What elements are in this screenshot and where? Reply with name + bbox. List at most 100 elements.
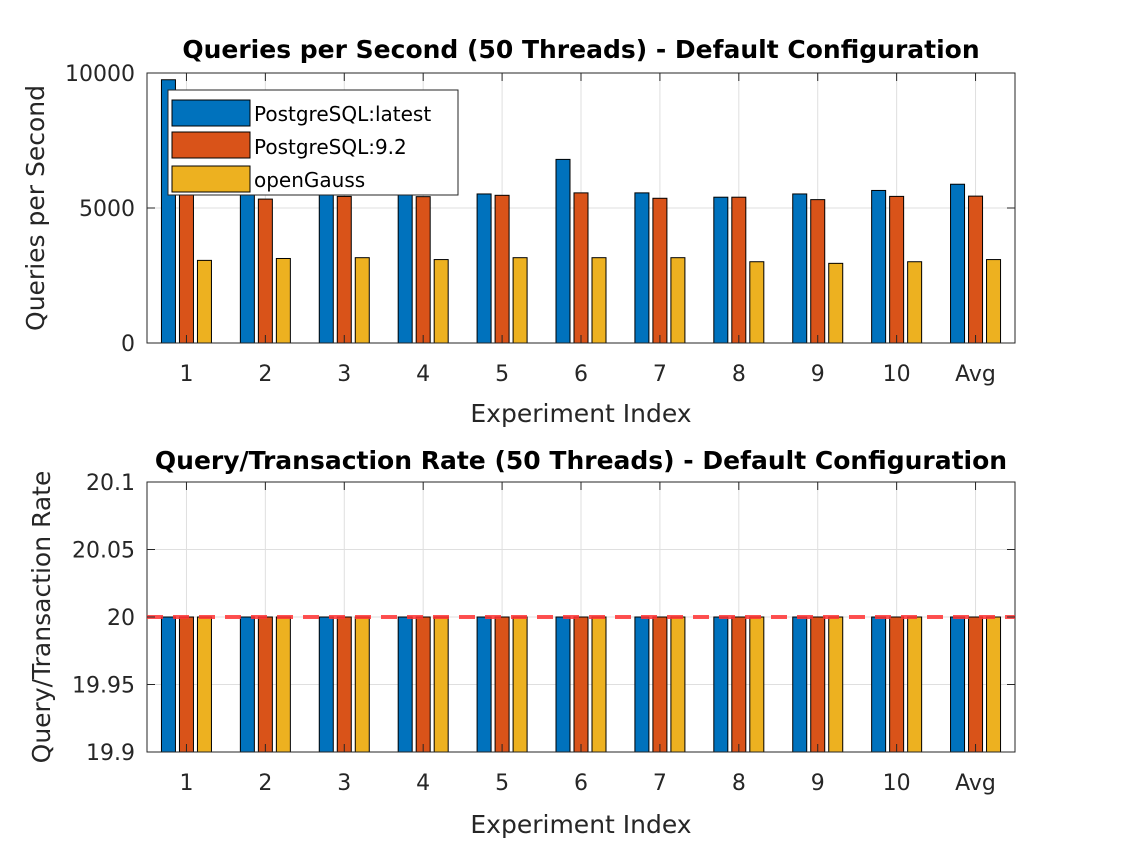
qps-bar-postgresql-9-2-6 [573, 192, 589, 344]
rate-xtick-label: 2 [258, 771, 272, 796]
qps-bar-postgresql-9-2-9 [810, 199, 826, 344]
qps-xtick-label: 7 [653, 362, 667, 387]
qps-xtick-label: 9 [811, 362, 825, 387]
qps-bar-opengauss-9 [828, 262, 844, 344]
qps-xtick-label: 4 [416, 362, 430, 387]
qps-bar-postgresql-latest-10 [871, 189, 887, 344]
rate-bar-opengauss-6 [591, 616, 607, 753]
qps-bar-opengauss-1 [196, 259, 212, 344]
legend-swatch-postgresql-9-2 [171, 131, 251, 159]
qps-bar-postgresql-9-2-1 [178, 188, 194, 344]
rate-xtick-label: 9 [811, 771, 825, 796]
rate-bar-postgresql-9-2-7 [652, 616, 668, 753]
qps-bar-opengauss-2 [275, 257, 291, 344]
qps-xtick-label: 10 [883, 362, 911, 387]
rate-ytick-label: 20 [107, 606, 135, 631]
qps-ytick-label: 5000 [79, 197, 135, 222]
qps-xtick-label: 3 [337, 362, 351, 387]
qps-bar-postgresql-latest-8 [713, 196, 729, 344]
qps-bar-postgresql-latest-3 [318, 188, 334, 344]
rate-bar-opengauss-5 [512, 616, 528, 753]
qps-bar-postgresql-9-2-5 [494, 194, 510, 344]
rate-bar-opengauss-avg [986, 616, 1002, 753]
qps-bar-postgresql-latest-5 [476, 193, 492, 344]
rate-bar-postgresql-latest-10 [871, 616, 887, 753]
rate-ytick-label: 19.95 [72, 674, 135, 699]
qps-bar-postgresql-latest-9 [792, 193, 808, 344]
qps-xtick-label: 6 [574, 362, 588, 387]
rate-bar-opengauss-7 [670, 616, 686, 753]
rate-xtick-label: 8 [732, 771, 746, 796]
rate-bar-postgresql-latest-7 [634, 616, 650, 753]
rate-bar-opengauss-4 [433, 616, 449, 753]
qps-xtick-label: 8 [732, 362, 746, 387]
rate-bar-postgresql-latest-1 [160, 616, 176, 753]
rate-bar-postgresql-9-2-1 [178, 616, 194, 753]
qps-bar-opengauss-10 [907, 261, 923, 344]
rate-ytick-label: 20.05 [72, 539, 135, 564]
qps-x-ticks: 1 2 3 4 5 6 7 8 9 10 Avg [179, 73, 996, 387]
rate-bar-opengauss-1 [196, 616, 212, 753]
qps-bar-postgresql-9-2-2 [257, 198, 273, 344]
rate-bar-postgresql-9-2-6 [573, 616, 589, 753]
rate-bar-postgresql-latest-8 [713, 616, 729, 753]
rate-bar-postgresql-latest-3 [318, 616, 334, 753]
qps-bar-postgresql-latest-2 [239, 187, 255, 344]
rate-xtick-label: 5 [495, 771, 509, 796]
legend-swatch-postgresql-latest [171, 99, 251, 127]
qps-bar-opengauss-6 [591, 257, 607, 344]
qps-xtick-label: 2 [258, 362, 272, 387]
rate-bar-postgresql-9-2-10 [889, 616, 905, 753]
qps-bar-postgresql-9-2-10 [889, 195, 905, 344]
qps-bar-opengauss-3 [354, 257, 370, 344]
rate-xtick-label: 10 [883, 771, 911, 796]
qps-bar-postgresql-9-2-4 [415, 196, 431, 344]
legend-label-opengauss: openGauss [254, 168, 365, 192]
rate-ytick-label: 20.1 [86, 471, 135, 496]
rate-x-axis-label: Experiment Index [470, 810, 691, 839]
rate-bar-opengauss-3 [354, 616, 370, 753]
qps-xtick-label: 1 [179, 362, 193, 387]
qps-y-axis-label: Queries per Second [21, 85, 50, 331]
qps-bar-postgresql-latest-avg [950, 183, 966, 344]
qps-legend: PostgreSQL:latest PostgreSQL:9.2 openGau… [167, 89, 459, 196]
qps-bar-opengauss-5 [512, 257, 528, 344]
rate-bar-postgresql-latest-avg [950, 616, 966, 753]
qps-y-ticks: 0 5000 10000 [65, 62, 1015, 357]
qps-ytick-label: 0 [121, 332, 135, 357]
rate-bar-opengauss-9 [828, 616, 844, 753]
legend-swatch-opengauss [171, 165, 251, 193]
qps-bar-postgresql-9-2-3 [336, 195, 352, 344]
qps-bar-postgresql-9-2-7 [652, 197, 668, 344]
qps-bar-postgresql-latest-4 [397, 189, 413, 344]
qps-bar-opengauss-7 [670, 257, 686, 344]
qps-chart: 0 5000 10000 1 2 3 4 5 6 7 8 9 10 Avg Queries per Se… [21, 35, 1016, 428]
rate-xtick-label: Avg [955, 771, 996, 796]
qps-bar-postgresql-latest-6 [555, 158, 571, 344]
legend-entry-postgresql-9-2: PostgreSQL:9.2 [171, 131, 407, 159]
legend-entry-opengauss: openGauss [171, 165, 365, 193]
rate-x-ticks: 1 2 3 4 5 6 7 8 9 10 Avg [179, 482, 996, 796]
qps-bar-opengauss-4 [433, 259, 449, 344]
rate-bar-postgresql-latest-6 [555, 616, 571, 753]
rate-xtick-label: 4 [416, 771, 430, 796]
rate-bar-postgresql-latest-5 [476, 616, 492, 753]
rate-bar-opengauss-2 [275, 616, 291, 753]
rate-bar-opengauss-10 [907, 616, 923, 753]
qps-bar-postgresql-9-2-8 [731, 196, 747, 344]
qps-chart-title: Queries per Second (50 Threads) - Defaul… [182, 35, 979, 64]
rate-bar-postgresql-latest-2 [239, 616, 255, 753]
qps-bar-postgresql-9-2-avg [968, 195, 984, 344]
rate-bar-postgresql-9-2-2 [257, 616, 273, 753]
rate-chart-title: Query/Transaction Rate (50 Threads) - De… [155, 446, 1007, 475]
rate-bar-postgresql-9-2-9 [810, 616, 826, 753]
legend-entry-postgresql-latest: PostgreSQL:latest [171, 99, 431, 127]
rate-bar-postgresql-9-2-3 [336, 616, 352, 753]
rate-ytick-label: 19.9 [86, 741, 135, 766]
rate-bar-postgresql-9-2-8 [731, 616, 747, 753]
rate-chart: 19.9 19.95 20 20.05 20.1 1 2 3 4 5 6 7 8 9 10 Avg Quer… [27, 446, 1016, 839]
rate-bar-postgresql-latest-4 [397, 616, 413, 753]
qps-bar-opengauss-8 [749, 261, 765, 344]
qps-ytick-label: 10000 [65, 62, 135, 87]
